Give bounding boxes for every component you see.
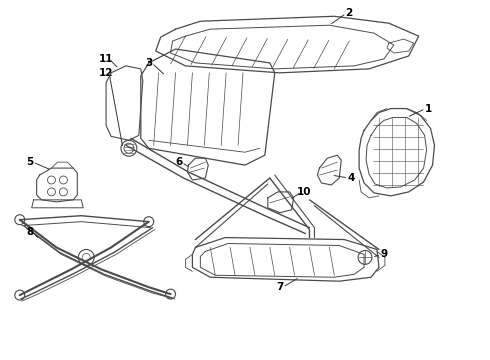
- Text: 10: 10: [297, 187, 312, 197]
- Text: 12: 12: [99, 68, 113, 78]
- Text: 6: 6: [175, 157, 182, 167]
- Text: 8: 8: [26, 226, 33, 237]
- Text: 5: 5: [26, 157, 33, 167]
- Text: 9: 9: [380, 249, 388, 260]
- Text: 11: 11: [99, 54, 113, 64]
- Text: 7: 7: [276, 282, 283, 292]
- Text: 1: 1: [425, 104, 432, 113]
- Text: 4: 4: [347, 173, 355, 183]
- Text: 3: 3: [145, 58, 152, 68]
- Text: 2: 2: [345, 8, 353, 18]
